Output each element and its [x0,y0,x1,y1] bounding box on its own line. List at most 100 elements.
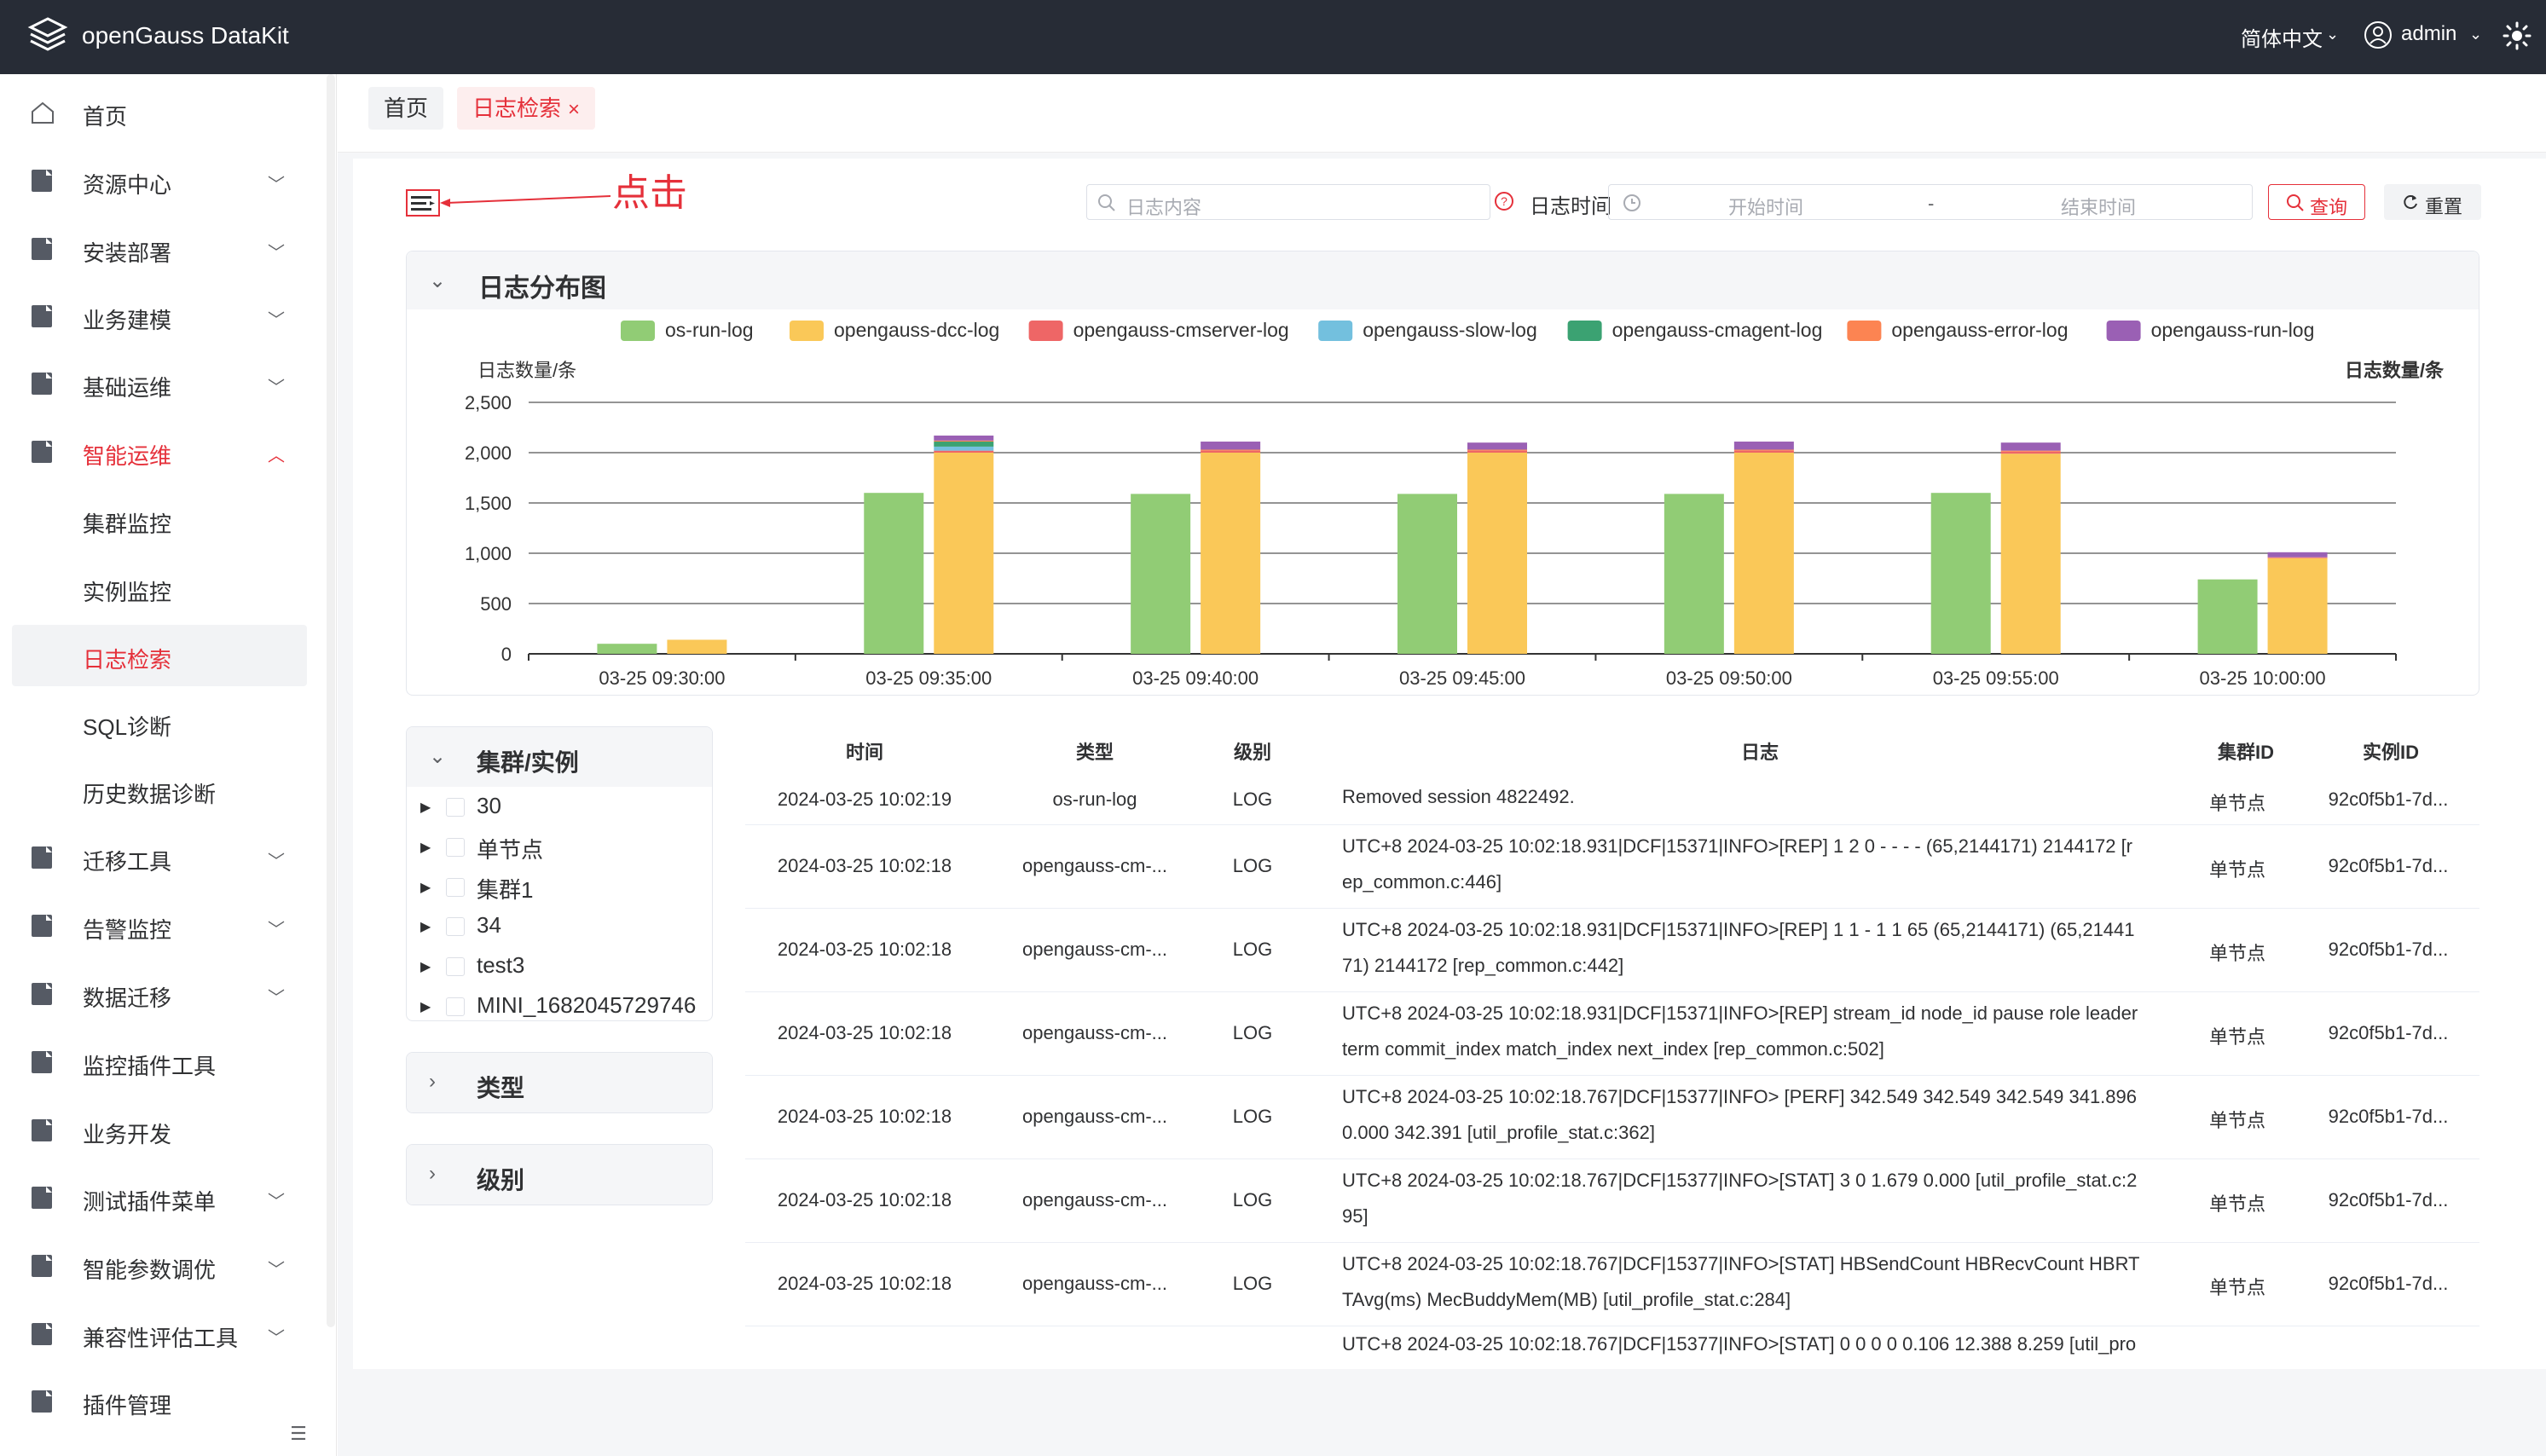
tree-node[interactable]: ▶ 34 [407,906,712,946]
tree-checkbox[interactable] [446,957,465,977]
table-row[interactable]: 2024-03-25 10:02:18 opengauss-cm-... LOG UT… [745,825,2479,909]
sidebar-item-5[interactable]: 智能运维 ︿ [12,421,307,482]
sidebar-item-0[interactable]: 首页 [12,82,307,143]
sidebar-item-11[interactable]: 迁移工具 ﹀ [12,827,307,888]
sidebar-item-13[interactable]: 数据迁移 ﹀ [12,963,307,1025]
user-avatar-icon[interactable] [2364,20,2393,49]
table-row[interactable]: 2024-03-25 10:02:19 os-run-log LOG Removed … [745,776,2479,825]
tree-checkbox[interactable] [446,798,465,817]
legend-item[interactable]: opengauss-dcc-log [790,319,999,341]
chevron-up-icon[interactable]: ︿ [268,447,285,465]
chevron-down-icon[interactable]: ﹀ [268,852,285,871]
caret-right-icon[interactable]: ▶ [420,840,431,855]
chevron-down-icon[interactable]: ⌄ [429,745,447,768]
chart-panel-header[interactable]: ⌄ 日志分布图 [407,251,2479,309]
caret-right-icon[interactable]: ▶ [420,920,431,935]
chevron-down-icon[interactable]: ﹀ [268,989,285,1008]
chevron-down-icon[interactable]: ﹀ [268,176,285,194]
chevron-right-icon[interactable]: › [429,1070,436,1093]
legend-item[interactable]: opengauss-cmagent-log [1567,319,1823,341]
caret-right-icon[interactable]: ▶ [420,960,431,975]
legend-item[interactable]: opengauss-error-log [1847,319,2069,341]
sidebar-scrollbar[interactable] [327,74,335,1327]
sidebar-item-12[interactable]: 告警监控 ﹀ [12,895,307,956]
theme-toggle-icon[interactable] [2502,20,2532,51]
tree-node[interactable]: ▶ 集群1 [407,867,712,907]
tree-checkbox[interactable] [446,877,465,897]
type-panel[interactable]: › 类型 [406,1052,713,1113]
tree-checkbox[interactable] [446,837,465,857]
sidebar-item-8[interactable]: 日志检索 [12,625,307,686]
cluster-panel-header[interactable]: ⌄ 集群/实例 [407,727,712,787]
sidebar-item-10[interactable]: 历史数据诊断 [12,760,307,821]
tab-log-search[interactable]: 日志检索 × [457,87,596,130]
language-select[interactable]: 简体中文 [2241,28,2323,51]
caret-right-icon[interactable]: ▶ [420,999,431,1014]
cell-time: 2024-03-25 10:02:18 [777,939,952,960]
tree-node[interactable]: ▶ test3 [407,946,712,986]
sidebar-item-19[interactable]: 插件管理 [12,1371,307,1432]
help-icon[interactable]: ? [1494,191,1514,211]
toggle-filter-button[interactable] [406,189,440,217]
log-distribution-chart: os-run-log opengauss-dcc-log opengauss-cms… [465,319,2445,689]
cell-instance-id: 92c0f5b1-7d... [2328,855,2449,876]
caret-right-icon[interactable]: ▶ [420,880,431,895]
tab-home[interactable]: 首页 [368,87,444,130]
sidebar-item-6[interactable]: 集群监控 [12,489,307,551]
chevron-right-icon[interactable]: › [429,1162,436,1185]
query-button[interactable]: 查询 [2268,184,2365,220]
legend-item[interactable]: opengauss-cmserver-log [1028,319,1289,341]
sidebar-item-18[interactable]: 兼容性评估工具 ﹀ [12,1303,307,1365]
reset-button[interactable]: 重置 [2384,184,2481,220]
tree-checkbox[interactable] [446,997,465,1016]
tree-node[interactable]: ▶ MINI_1682045729746 [407,986,712,1020]
sidebar-item-9[interactable]: SQL诊断 [12,692,307,754]
tree-checkbox[interactable] [446,917,465,937]
level-panel-header[interactable]: › 级别 [407,1145,712,1205]
table-row[interactable]: 2024-03-25 10:02:18 opengauss-cm-... LOG UT… [745,1243,2479,1326]
chevron-down-icon[interactable]: ⌄ [2469,26,2483,43]
end-time-input[interactable]: 结束时间 [2061,197,2137,218]
sidebar-item-2[interactable]: 安装部署 ﹀ [12,218,307,280]
sidebar-item-4[interactable]: 基础运维 ﹀ [12,353,307,414]
chevron-down-icon[interactable]: ﹀ [268,1193,285,1211]
sidebar-item-14[interactable]: 监控插件工具 [12,1031,307,1093]
caret-right-icon[interactable]: ▶ [420,800,431,815]
sidebar-item-17[interactable]: 智能参数调优 ﹀ [12,1235,307,1297]
sidebar-item-15[interactable]: 业务开发 [12,1100,307,1161]
level-panel[interactable]: › 级别 [406,1144,713,1205]
bar-opengauss-dcc-log [2267,558,2328,654]
collapse-sidebar-icon[interactable]: ☰ [290,1423,307,1444]
table-row[interactable]: 2024-03-25 10:02:18 opengauss-cm-... LOG UT… [745,909,2479,992]
log-content-search-input[interactable]: 日志内容 [1086,184,1490,220]
chevron-down-icon[interactable]: ﹀ [268,1329,285,1348]
table-row[interactable]: 2024-03-25 10:02:18 opengauss-cm-... LOG UT… [745,992,2479,1076]
tree-node[interactable]: ▶ 单节点 [407,827,712,867]
sidebar-item-16[interactable]: 测试插件菜单 ﹀ [12,1167,307,1228]
legend-item[interactable]: opengauss-run-log [2106,319,2315,341]
cell-time: 2024-03-25 10:02:18 [777,1273,952,1294]
table-row[interactable]: 2024-03-25 10:02:18 opengauss-cm-... LOG UT… [745,1159,2479,1243]
chevron-down-icon[interactable]: ⌄ [429,269,447,292]
chevron-down-icon[interactable]: ﹀ [268,244,285,263]
legend-item[interactable]: opengauss-slow-log [1318,319,1537,341]
tree-node-label: 34 [477,912,501,939]
sidebar-item-1[interactable]: 资源中心 ﹀ [12,150,307,211]
legend-item[interactable]: os-run-log [621,319,754,341]
table-row[interactable]: UTC+8 2024-03-25 10:02:18.767|DCF|15377|… [745,1326,2479,1361]
chevron-down-icon[interactable]: ﹀ [268,1261,285,1280]
chevron-down-icon[interactable]: ⌄ [2326,26,2340,43]
sidebar-item-3[interactable]: 业务建模 ﹀ [12,286,307,347]
sidebar-item-7[interactable]: 实例监控 [12,558,307,619]
chevron-down-icon[interactable]: ﹀ [268,378,285,397]
table-row[interactable]: 2024-03-25 10:02:18 opengauss-cm-... LOG UT… [745,1076,2479,1159]
start-time-input[interactable]: 开始时间 [1728,197,1804,218]
type-panel-header[interactable]: › 类型 [407,1053,712,1112]
menu-fold-icon [411,196,435,211]
user-menu[interactable]: admin [2401,22,2457,45]
date-range-picker[interactable]: 开始时间 - 结束时间 [1608,184,2253,220]
chevron-down-icon[interactable]: ﹀ [268,311,285,330]
tree-node[interactable]: ▶ 30 [407,787,712,827]
close-icon[interactable]: × [568,98,581,121]
chevron-down-icon[interactable]: ﹀ [268,921,285,939]
